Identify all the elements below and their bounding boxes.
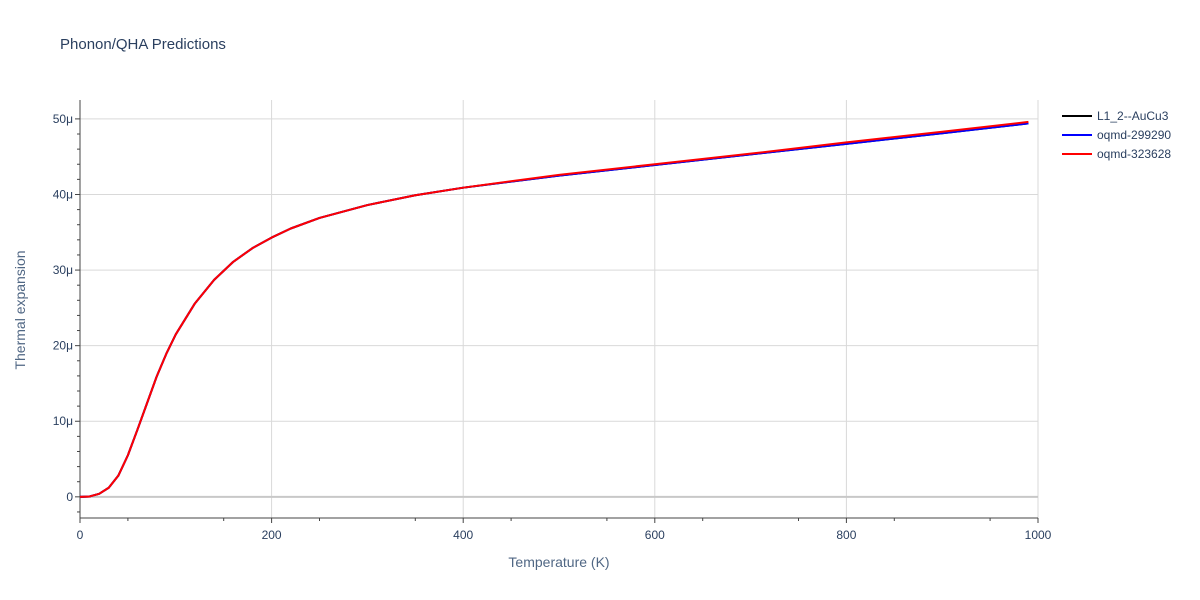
- y-tick-label: 40μ: [53, 187, 73, 201]
- chart-title: Phonon/QHA Predictions: [60, 36, 226, 53]
- x-tick-label: 400: [453, 528, 473, 542]
- y-axis-label: Thermal expansion: [12, 250, 28, 370]
- y-tick-label: 10μ: [53, 414, 73, 428]
- axes: 0 200 400 600 800 1000 0 10μ 20μ 30μ 40μ 50μ: [53, 100, 1052, 542]
- legend-label: L1_2--AuCu3: [1097, 108, 1169, 123]
- y-tick-label: 30μ: [53, 263, 73, 277]
- legend-swatch: [1062, 152, 1092, 155]
- x-tick-label: 1000: [1025, 528, 1052, 542]
- series-lines: [79, 120, 1029, 498]
- legend-item[interactable]: L1_2--AuCu3: [1062, 106, 1171, 125]
- x-axis-label: Temperature (K): [508, 554, 610, 570]
- series-line-0: [79, 122, 1029, 498]
- x-tick-label: 200: [262, 528, 282, 542]
- y-tick-label: 0: [66, 490, 73, 504]
- legend: L1_2--AuCu3 oqmd-299290 oqmd-323628: [1062, 106, 1171, 163]
- legend-swatch: [1062, 133, 1092, 136]
- y-tick-label: 50μ: [53, 112, 73, 126]
- series-line-2: [79, 120, 1029, 498]
- series-line-1: [79, 122, 1029, 498]
- legend-item[interactable]: oqmd-323628: [1062, 144, 1171, 163]
- grid: [80, 100, 1039, 518]
- y-tick-label: 20μ: [53, 339, 73, 353]
- x-tick-label: 800: [836, 528, 856, 542]
- legend-label: oqmd-323628: [1097, 146, 1172, 161]
- legend-item[interactable]: oqmd-299290: [1062, 125, 1171, 144]
- x-tick-label: 0: [77, 528, 84, 542]
- legend-swatch: [1062, 114, 1092, 117]
- legend-label: oqmd-299290: [1097, 127, 1172, 142]
- x-tick-label: 600: [645, 528, 665, 542]
